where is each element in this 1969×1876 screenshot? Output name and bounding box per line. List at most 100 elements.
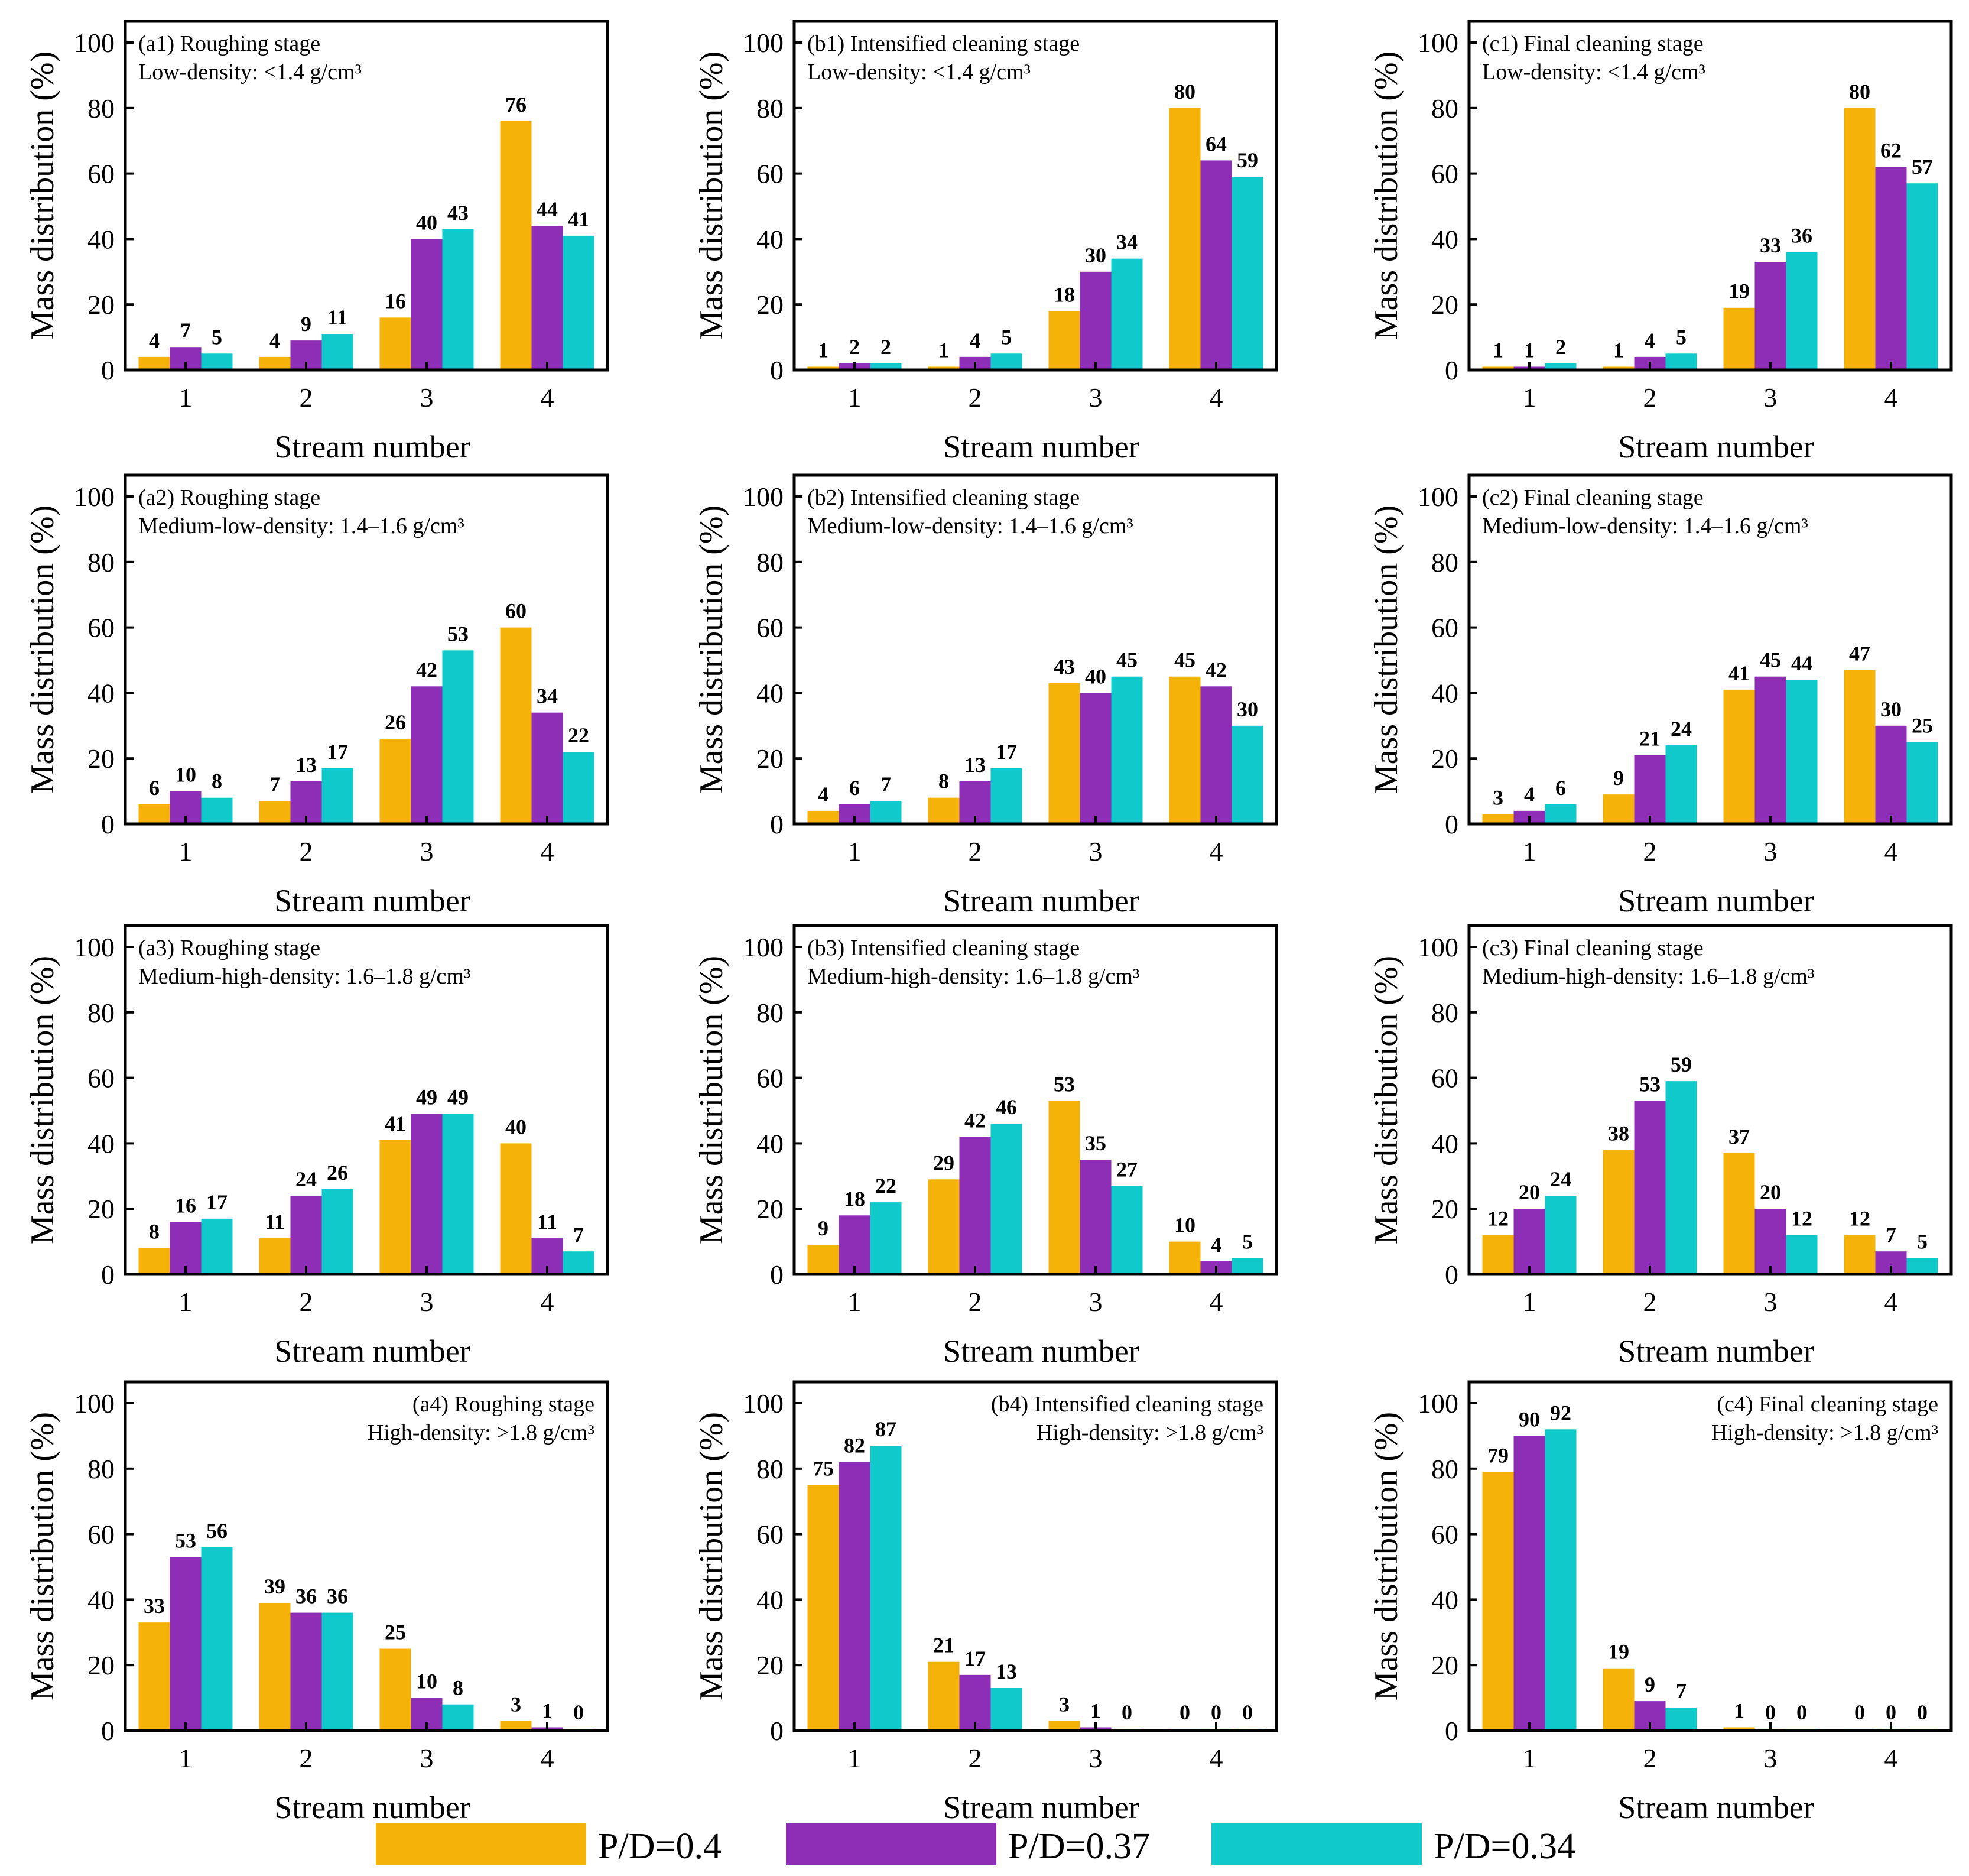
data-label: 41 — [568, 207, 589, 231]
plot-frame — [124, 20, 609, 372]
panel-title: (a3) Roughing stage — [138, 936, 320, 960]
y-tick-label: 40 — [1431, 1128, 1458, 1158]
y-tick-label: 20 — [87, 1194, 115, 1224]
bar-b4-s3-c1 — [870, 1446, 902, 1731]
data-label: 45 — [1116, 648, 1138, 672]
bar-a3-s2-c2 — [290, 1196, 322, 1274]
bar-a1-s1-c2 — [259, 356, 291, 370]
panel-title: (a1) Roughing stage — [138, 31, 320, 56]
bar-c3-s1-c2 — [1603, 1150, 1635, 1274]
bar-b1-s3-c3 — [1111, 258, 1143, 370]
bar-b1-s1-c1 — [807, 366, 839, 370]
data-label: 45 — [1760, 648, 1781, 672]
data-label: 0 — [1854, 1700, 1865, 1724]
y-tick-label: 0 — [1445, 1716, 1458, 1746]
y-tick-label: 80 — [756, 998, 784, 1028]
bar-c3-s3-c3 — [1786, 1235, 1818, 1274]
y-tick-label: 40 — [756, 224, 784, 254]
bar-b1-s3-c4 — [1232, 177, 1263, 370]
y-tick-label: 80 — [756, 1454, 784, 1484]
bar-a1-s2-c4 — [531, 226, 563, 370]
y-tick-label: 20 — [1431, 744, 1458, 774]
bar-a4-s1-c2 — [259, 1602, 291, 1731]
y-tick-label: 0 — [770, 1716, 784, 1746]
data-label: 36 — [327, 1585, 348, 1608]
bar-a2-s2-c3 — [411, 686, 443, 824]
bar-c1-s1-c4 — [1844, 108, 1876, 371]
bar-c2-s1-c1 — [1482, 814, 1514, 824]
y-axis-label: Mass distribution (%) — [1368, 956, 1405, 1244]
legend-label-3: P/D=0.34 — [1434, 1826, 1575, 1867]
bar-b3-s2-c2 — [959, 1137, 991, 1274]
y-tick-label: 0 — [101, 355, 115, 385]
data-label: 75 — [813, 1457, 834, 1481]
data-label: 7 — [880, 773, 891, 796]
legend-swatch-1 — [376, 1823, 586, 1865]
panel-title: (b2) Intensified cleaning stage — [807, 485, 1080, 510]
data-label: 5 — [1242, 1229, 1253, 1253]
y-axis-label: Mass distribution (%) — [693, 51, 730, 340]
bar-a3-s2-c1 — [170, 1222, 202, 1274]
data-label: 30 — [1237, 697, 1258, 721]
data-label: 26 — [385, 710, 406, 734]
y-tick-label: 60 — [87, 1063, 115, 1093]
bar-a1-s2-c3 — [411, 239, 443, 370]
data-label: 41 — [1728, 661, 1750, 685]
y-tick-label: 100 — [743, 482, 784, 512]
y-tick-label: 0 — [1445, 1260, 1458, 1290]
data-label: 79 — [1487, 1443, 1509, 1467]
data-label: 10 — [1174, 1213, 1195, 1237]
data-label: 0 — [1242, 1700, 1253, 1724]
bar-b3-s3-c4 — [1232, 1258, 1263, 1274]
plot-frame — [1467, 1380, 1953, 1732]
bar-b2-s3-c2 — [990, 768, 1022, 824]
panel-subtitle: High-density: >1.8 g/cm³ — [368, 1420, 594, 1445]
bar-b1-s1-c3 — [1048, 311, 1080, 370]
plot-frame — [1467, 20, 1953, 372]
y-axis-label: Mass distribution (%) — [1368, 505, 1405, 794]
plot-frame — [124, 1380, 609, 1732]
bar-b1-s1-c2 — [928, 366, 960, 370]
bar-b3-s2-c1 — [839, 1215, 870, 1274]
bar-c3-s2-c1 — [1513, 1209, 1545, 1274]
bar-c2-s1-c4 — [1844, 670, 1876, 824]
x-tick-label: 1 — [1523, 382, 1536, 413]
y-tick-label: 60 — [756, 1520, 784, 1550]
data-label: 90 — [1519, 1407, 1540, 1431]
data-label: 8 — [938, 770, 949, 793]
x-axis-label: Stream number — [943, 1790, 1139, 1825]
bar-b2-s1-c3 — [1048, 683, 1080, 824]
x-tick-label: 4 — [1884, 1287, 1898, 1317]
y-tick-label: 60 — [1431, 613, 1458, 643]
bar-a2-s1-c4 — [500, 627, 532, 824]
data-label: 20 — [1760, 1180, 1781, 1204]
bar-b2-s1-c1 — [807, 810, 839, 824]
bar-a1-s1-c4 — [500, 121, 532, 370]
y-tick-label: 80 — [87, 998, 115, 1028]
data-label: 4 — [1524, 783, 1535, 806]
bar-a1-s1-c1 — [138, 356, 170, 370]
x-axis-label: Stream number — [274, 1333, 470, 1369]
data-label: 25 — [385, 1621, 406, 1644]
data-label: 13 — [295, 753, 317, 777]
bar-c3-s1-c1 — [1482, 1235, 1514, 1274]
data-label: 49 — [447, 1086, 469, 1109]
y-tick-label: 80 — [87, 1454, 115, 1484]
bar-c1-s1-c3 — [1723, 307, 1755, 370]
y-tick-label: 60 — [87, 613, 115, 643]
x-tick-label: 4 — [1210, 382, 1223, 413]
y-axis-label: Mass distribution (%) — [1368, 51, 1405, 340]
data-label: 0 — [1122, 1700, 1132, 1724]
x-axis-label: Stream number — [274, 883, 470, 918]
x-tick-label: 4 — [541, 1287, 554, 1317]
data-label: 62 — [1880, 139, 1902, 163]
x-axis-label: Stream number — [1618, 1333, 1814, 1369]
data-label: 2 — [880, 335, 891, 359]
data-label: 40 — [1085, 664, 1106, 688]
data-label: 24 — [1550, 1167, 1571, 1191]
x-tick-label: 1 — [848, 836, 862, 866]
